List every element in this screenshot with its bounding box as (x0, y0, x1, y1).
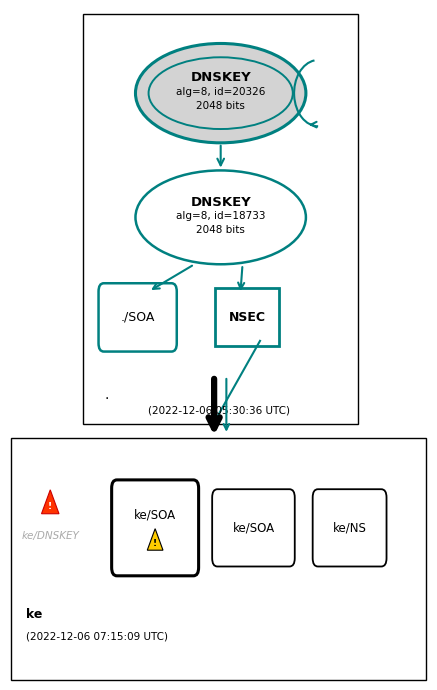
Text: .: . (105, 388, 109, 402)
Text: ke/DNSKEY: ke/DNSKEY (21, 531, 79, 541)
Ellipse shape (135, 170, 306, 264)
Ellipse shape (135, 43, 306, 143)
Text: (2022-12-06 05:30:36 UTC): (2022-12-06 05:30:36 UTC) (148, 406, 289, 415)
Polygon shape (42, 490, 59, 514)
FancyBboxPatch shape (98, 284, 177, 352)
Text: ke/SOA: ke/SOA (134, 509, 176, 522)
Polygon shape (147, 529, 163, 550)
FancyBboxPatch shape (11, 438, 426, 680)
FancyBboxPatch shape (313, 489, 387, 566)
Text: ke/SOA: ke/SOA (232, 522, 274, 534)
FancyBboxPatch shape (212, 489, 295, 566)
Text: 2048 bits: 2048 bits (196, 101, 245, 110)
FancyBboxPatch shape (215, 288, 279, 346)
Text: ke/NS: ke/NS (333, 522, 367, 534)
Text: alg=8, id=18733: alg=8, id=18733 (176, 211, 265, 221)
Text: DNSKEY: DNSKEY (190, 196, 251, 208)
Text: !: ! (153, 539, 157, 548)
Text: (2022-12-06 07:15:09 UTC): (2022-12-06 07:15:09 UTC) (26, 631, 168, 641)
FancyBboxPatch shape (83, 14, 358, 424)
Text: NSEC: NSEC (229, 311, 265, 324)
Text: ./SOA: ./SOA (121, 311, 155, 324)
Text: DNSKEY: DNSKEY (190, 72, 251, 84)
Text: 2048 bits: 2048 bits (196, 225, 245, 235)
Text: alg=8, id=20326: alg=8, id=20326 (176, 87, 265, 97)
Text: !: ! (48, 502, 52, 511)
Text: ke: ke (26, 608, 42, 620)
FancyBboxPatch shape (111, 480, 198, 575)
